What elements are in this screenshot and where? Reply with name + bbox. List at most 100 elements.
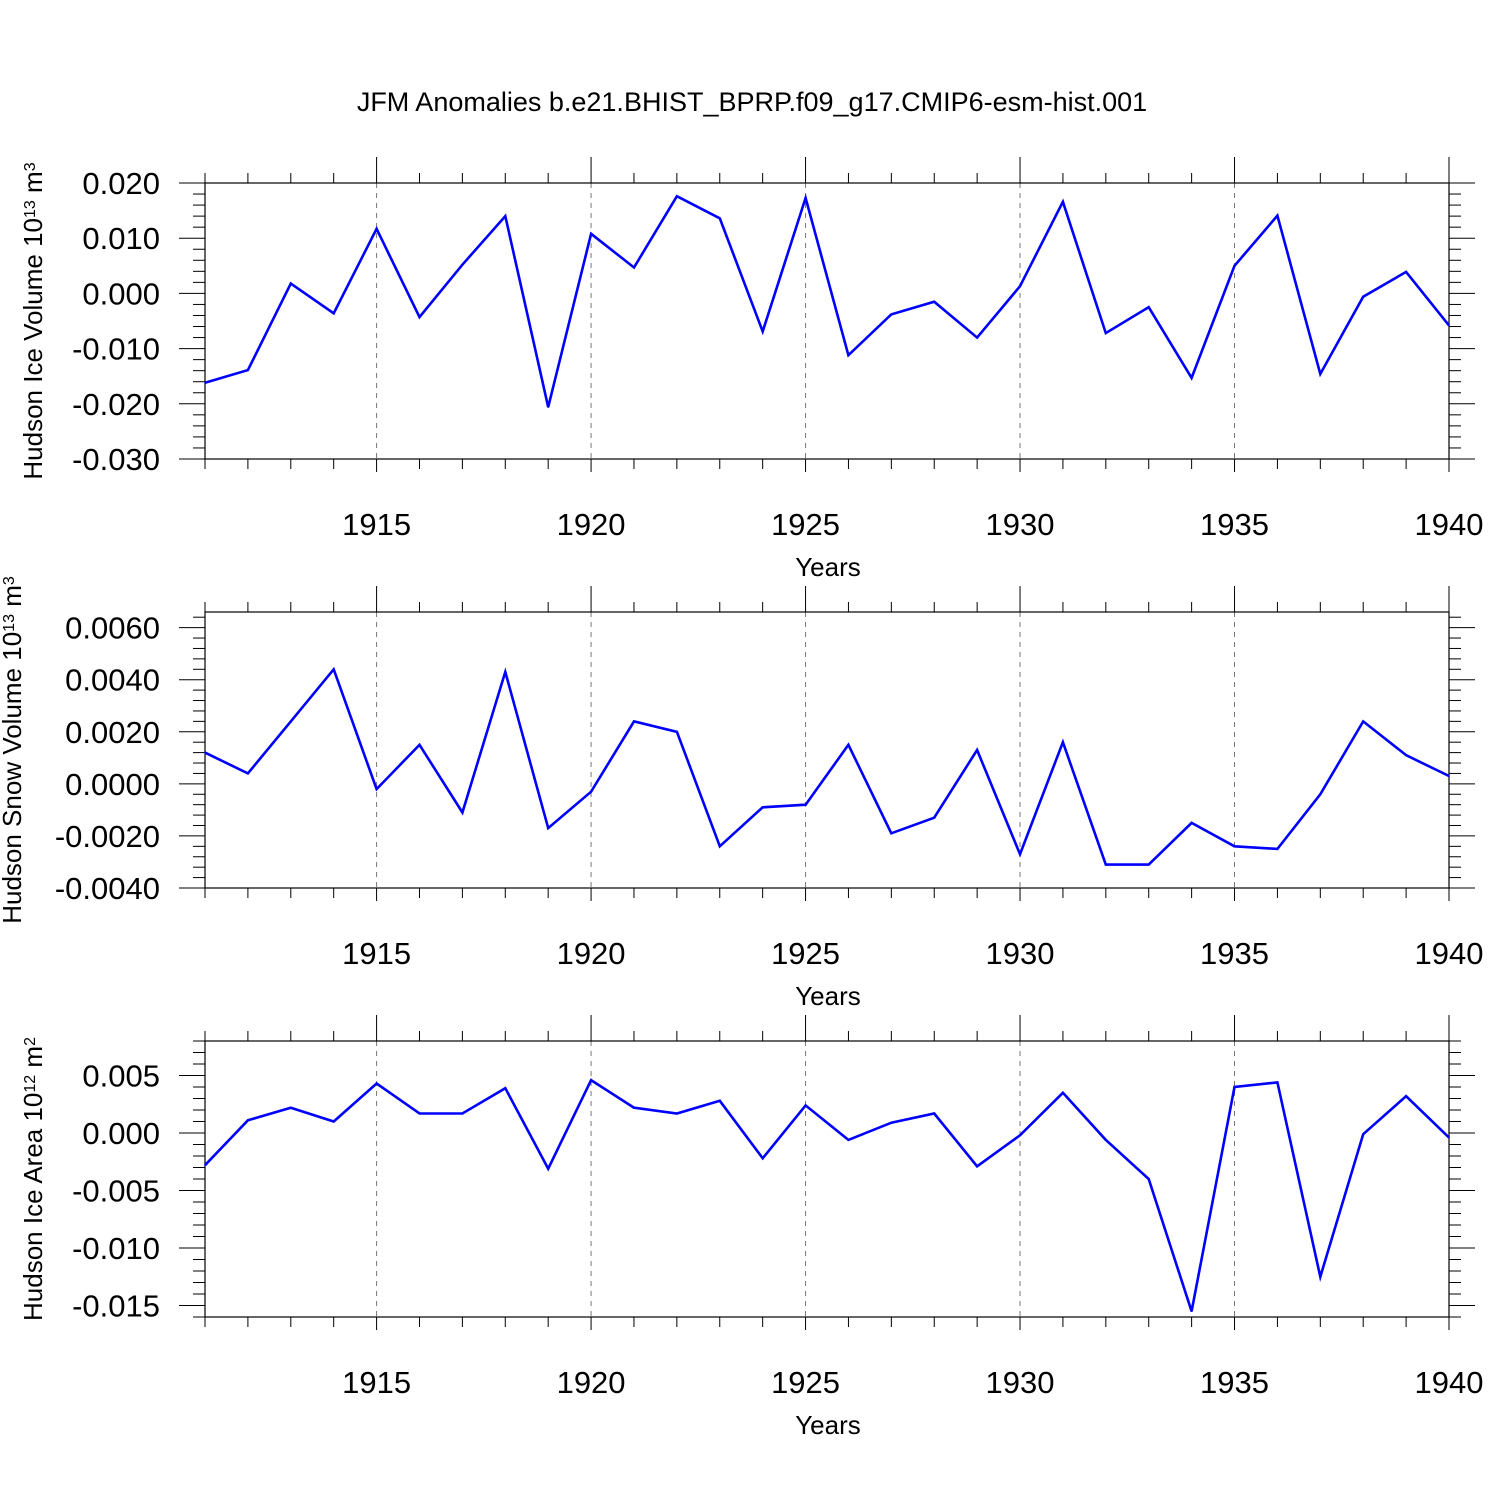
plot-frame	[204, 611, 1450, 889]
y-tick-label: 0.0040	[65, 663, 160, 698]
y-tick-label: -0.020	[72, 387, 160, 422]
data-point	[1362, 720, 1365, 723]
y-tick-label: 0.0000	[65, 767, 160, 802]
data-point	[761, 806, 764, 809]
data-point	[204, 751, 206, 754]
y-tick-label: 0.0020	[65, 715, 160, 750]
data-point	[1405, 1095, 1407, 1097]
data-point	[1319, 1275, 1322, 1278]
data-point	[247, 369, 249, 371]
data-point	[890, 1121, 893, 1124]
data-point	[332, 668, 335, 671]
data-point	[547, 406, 549, 408]
data-point	[1190, 822, 1193, 824]
data-point	[418, 743, 421, 746]
data-point	[1147, 1178, 1150, 1180]
y-tick-label: -0.015	[72, 1289, 160, 1324]
data-point	[247, 1119, 249, 1122]
data-point	[633, 1106, 635, 1109]
x-tick-label: 1925	[771, 507, 840, 542]
y-axis-label: Hudson Snow Volume 1013 m3	[0, 576, 27, 924]
plot-frame	[204, 182, 1450, 460]
data-point	[804, 1104, 807, 1107]
data-point	[1405, 271, 1407, 273]
data-point	[890, 832, 893, 835]
data-point	[1448, 1136, 1450, 1139]
data-point	[676, 195, 678, 198]
y-axis-label: Hudson Ice Area 1012 m2	[18, 1037, 48, 1321]
y-tick-label: 0.000	[82, 276, 160, 311]
x-axis-label: Years	[795, 981, 861, 1011]
data-point	[847, 1139, 850, 1141]
series-line	[204, 666, 1450, 866]
data-point	[1105, 863, 1107, 866]
data-point	[976, 749, 978, 751]
y-tick-label: -0.010	[72, 1231, 160, 1266]
data-point	[1448, 775, 1450, 777]
data-point	[1319, 373, 1322, 375]
data-point	[332, 312, 335, 315]
data-point	[718, 1100, 721, 1102]
x-tick-label: 1940	[1415, 1365, 1484, 1400]
data-point	[247, 772, 249, 775]
y-tick-label: -0.010	[72, 332, 160, 367]
data-point	[847, 354, 850, 357]
data-point	[1062, 741, 1064, 743]
data-point	[204, 1164, 206, 1166]
data-point	[547, 827, 549, 829]
data-point	[375, 228, 378, 230]
y-axis-label: Hudson Ice Volume 1013 m3	[18, 162, 48, 479]
y-tick-label: -0.0040	[55, 871, 160, 906]
x-tick-label: 1935	[1200, 936, 1269, 971]
x-tick-label: 1935	[1200, 1365, 1269, 1400]
x-tick-label: 1920	[557, 507, 626, 542]
data-point	[1276, 1081, 1279, 1084]
data-point	[804, 197, 807, 199]
data-point	[1105, 332, 1107, 334]
data-point	[804, 803, 807, 806]
y-tick-label: 0.000	[82, 1116, 160, 1151]
x-tick-label: 1930	[986, 1365, 1055, 1400]
data-point	[718, 217, 721, 220]
data-point	[332, 1120, 335, 1123]
data-point	[1276, 214, 1279, 217]
data-point	[847, 743, 850, 746]
plot-frame	[204, 1040, 1450, 1318]
data-point	[461, 811, 464, 814]
x-tick-label: 1915	[342, 936, 411, 971]
data-point	[1233, 265, 1236, 267]
y-tick-label: 0.010	[82, 221, 160, 256]
x-axis-label: Years	[795, 552, 861, 582]
data-point	[1062, 1091, 1064, 1094]
data-point	[933, 300, 936, 303]
x-tick-label: 1935	[1200, 507, 1269, 542]
data-point	[461, 1112, 464, 1115]
data-point	[1190, 1310, 1193, 1313]
data-point	[933, 816, 936, 819]
data-point	[1362, 295, 1365, 298]
x-tick-label: 1930	[986, 936, 1055, 971]
data-point	[504, 215, 507, 217]
data-point	[633, 266, 635, 269]
data-point	[204, 382, 206, 384]
x-tick-label: 1915	[342, 507, 411, 542]
data-point	[718, 845, 721, 848]
data-point	[504, 1087, 507, 1089]
data-point	[590, 232, 592, 235]
data-point	[289, 282, 292, 285]
data-point	[1019, 1134, 1021, 1137]
data-point	[676, 730, 678, 733]
data-point	[761, 330, 764, 333]
data-point	[1190, 377, 1193, 379]
data-point	[1105, 1139, 1107, 1141]
data-point	[976, 1165, 978, 1168]
x-tick-label: 1940	[1415, 507, 1484, 542]
y-tick-label: -0.0020	[55, 819, 160, 854]
y-tick-label: -0.030	[72, 442, 160, 477]
data-point	[418, 316, 421, 318]
x-tick-label: 1930	[986, 507, 1055, 542]
data-point	[1319, 793, 1322, 796]
data-point	[1062, 200, 1064, 203]
x-tick-label: 1925	[771, 1365, 840, 1400]
